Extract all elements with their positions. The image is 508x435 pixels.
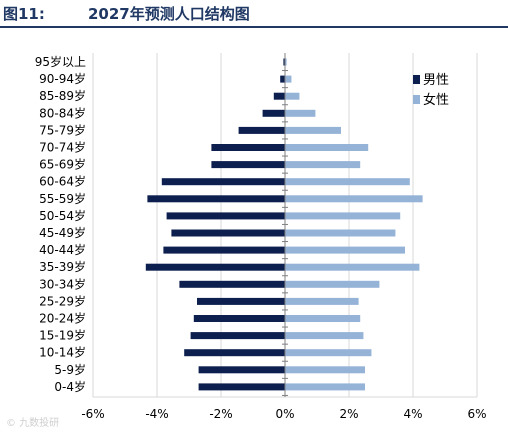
bar-female-6 bbox=[285, 161, 361, 169]
bar-female-4 bbox=[285, 126, 341, 134]
category-label-15: 20-24岁 bbox=[39, 311, 86, 326]
bar-male-16 bbox=[190, 332, 285, 340]
bar-female-12 bbox=[285, 263, 420, 271]
bar-male-9 bbox=[166, 212, 285, 220]
bar-male-8 bbox=[147, 195, 285, 203]
category-label-18: 5-9岁 bbox=[54, 362, 86, 377]
bar-male-19 bbox=[198, 383, 285, 391]
bars bbox=[145, 58, 423, 391]
category-label-7: 60-64岁 bbox=[39, 174, 86, 189]
bar-male-3 bbox=[262, 109, 285, 117]
legend-swatch-male bbox=[413, 75, 420, 84]
bar-male-4 bbox=[238, 126, 285, 134]
category-label-2: 85-89岁 bbox=[39, 88, 86, 103]
category-label-5: 70-74岁 bbox=[39, 140, 86, 155]
bar-male-7 bbox=[161, 178, 285, 186]
category-label-8: 55-59岁 bbox=[39, 191, 86, 206]
figure-label: 图11: bbox=[3, 5, 45, 23]
x-tick-label-3: 0% bbox=[275, 407, 294, 421]
bar-male-2 bbox=[273, 92, 285, 100]
x-tick-label-6: 6% bbox=[467, 407, 486, 421]
category-label-6: 65-69岁 bbox=[39, 157, 86, 172]
bar-male-15 bbox=[193, 315, 285, 322]
bar-male-5 bbox=[211, 144, 285, 151]
category-label-11: 40-44岁 bbox=[39, 242, 86, 257]
x-tick-label-2: -2% bbox=[209, 407, 232, 421]
category-label-4: 75-79岁 bbox=[39, 122, 86, 137]
axes bbox=[282, 53, 288, 397]
bar-female-10 bbox=[285, 229, 396, 237]
category-label-0: 95岁以上 bbox=[35, 54, 86, 69]
bar-male-1 bbox=[280, 75, 285, 83]
bar-male-17 bbox=[184, 349, 285, 357]
legend-swatch-female bbox=[413, 95, 420, 104]
bar-male-12 bbox=[145, 263, 285, 271]
watermark: © 九数投研 bbox=[6, 418, 60, 429]
bar-female-19 bbox=[285, 383, 365, 391]
bar-female-7 bbox=[285, 178, 410, 186]
bar-female-17 bbox=[285, 349, 372, 357]
category-label-3: 80-84岁 bbox=[39, 105, 86, 120]
bar-female-11 bbox=[285, 246, 405, 254]
bar-female-9 bbox=[285, 212, 401, 220]
category-label-17: 10-14岁 bbox=[39, 345, 86, 360]
bar-female-16 bbox=[285, 332, 364, 340]
bar-female-15 bbox=[285, 315, 361, 322]
bar-male-14 bbox=[197, 297, 285, 305]
category-label-9: 50-54岁 bbox=[39, 208, 86, 223]
bar-female-8 bbox=[285, 195, 423, 203]
bar-male-0 bbox=[283, 58, 285, 66]
category-label-12: 35-39岁 bbox=[39, 259, 86, 274]
bar-male-13 bbox=[179, 280, 285, 288]
bar-female-3 bbox=[285, 109, 316, 117]
category-label-10: 45-49岁 bbox=[39, 225, 86, 240]
bar-female-0 bbox=[285, 58, 287, 66]
title-row: 图11: 2027年预测人口结构图 bbox=[0, 0, 508, 26]
bar-female-14 bbox=[285, 297, 359, 305]
bar-male-10 bbox=[171, 229, 285, 237]
x-tick-label-1: -4% bbox=[145, 407, 168, 421]
legend-label-male: 男性 bbox=[423, 73, 449, 88]
bar-female-1 bbox=[285, 75, 292, 83]
bar-male-11 bbox=[163, 246, 285, 254]
legend-label-female: 女性 bbox=[423, 92, 449, 108]
x-tick-label-5: 4% bbox=[403, 407, 422, 421]
chart-title: 2027年预测人口结构图 bbox=[88, 5, 250, 23]
bar-female-18 bbox=[285, 366, 365, 374]
bar-female-5 bbox=[285, 144, 369, 151]
category-label-14: 25-29岁 bbox=[39, 293, 86, 308]
tick-labels: 95岁以上 90-94岁 85-89岁 80-84岁 75-79岁 70-74岁 65-69… bbox=[35, 54, 487, 421]
x-tick-label-0: -6% bbox=[81, 407, 104, 421]
category-label-13: 30-34岁 bbox=[39, 276, 86, 291]
x-tick-label-4: 2% bbox=[339, 407, 358, 421]
bar-male-18 bbox=[198, 366, 285, 374]
bar-male-6 bbox=[211, 161, 285, 169]
title-divider bbox=[0, 26, 508, 28]
category-label-16: 15-19岁 bbox=[39, 328, 86, 343]
category-label-19: 0-4岁 bbox=[54, 379, 86, 394]
category-label-1: 90-94岁 bbox=[39, 71, 86, 86]
bar-female-13 bbox=[285, 280, 380, 288]
bar-female-2 bbox=[285, 92, 300, 100]
